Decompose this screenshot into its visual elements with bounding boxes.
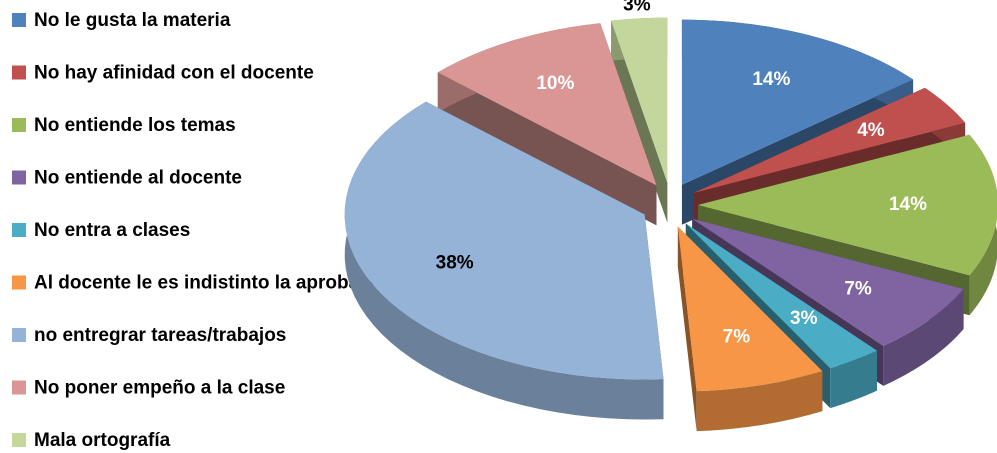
legend-label: No entiende al docente bbox=[34, 168, 242, 189]
legend-label: No entiende los temas bbox=[34, 115, 236, 136]
legend-label: No entra a clases bbox=[34, 220, 190, 241]
legend-swatch bbox=[12, 170, 26, 185]
value-label: 3% bbox=[790, 308, 818, 329]
value-label: 4% bbox=[857, 120, 885, 141]
value-label: 7% bbox=[723, 326, 751, 347]
slice bbox=[693, 87, 966, 193]
legend-swatch bbox=[12, 65, 26, 80]
slice-side bbox=[883, 288, 964, 386]
legend-swatch bbox=[12, 275, 26, 290]
legend-label: Al docente le es indistinto la aprobació… bbox=[34, 273, 398, 294]
slice-side bbox=[344, 101, 664, 420]
legend-swatch bbox=[12, 328, 26, 342]
slice-side bbox=[696, 371, 823, 432]
legend-label: No poner empeño a la clase bbox=[34, 378, 285, 399]
legend-swatch bbox=[12, 433, 26, 447]
slice bbox=[698, 134, 997, 276]
slice bbox=[677, 226, 823, 392]
legend-label: Mala ortografía bbox=[34, 430, 171, 451]
legend-swatch bbox=[12, 380, 26, 395]
value-label: 14% bbox=[752, 69, 790, 90]
legend-label: no entregrar tareas/trabajos bbox=[34, 325, 286, 346]
legend-swatch bbox=[12, 13, 26, 27]
slice bbox=[344, 101, 664, 380]
legend-swatch bbox=[12, 118, 26, 132]
value-label: 10% bbox=[536, 73, 574, 94]
slice bbox=[685, 223, 877, 369]
slice bbox=[611, 17, 668, 183]
legend-label: No le gusta la materia bbox=[34, 10, 231, 31]
slice-side bbox=[830, 350, 877, 409]
value-label: 38% bbox=[436, 253, 474, 274]
value-label: 14% bbox=[889, 194, 927, 215]
legend-label: No hay afinidad con el docente bbox=[34, 63, 314, 84]
slice bbox=[681, 19, 914, 185]
value-label: 7% bbox=[844, 279, 872, 300]
slice-tops bbox=[344, 17, 997, 392]
value-label: 3% bbox=[623, 0, 651, 15]
legend-swatch bbox=[12, 223, 26, 237]
slice bbox=[692, 218, 964, 346]
slice-wall bbox=[437, 23, 657, 226]
slice-wall bbox=[611, 17, 668, 223]
slice bbox=[437, 23, 657, 186]
